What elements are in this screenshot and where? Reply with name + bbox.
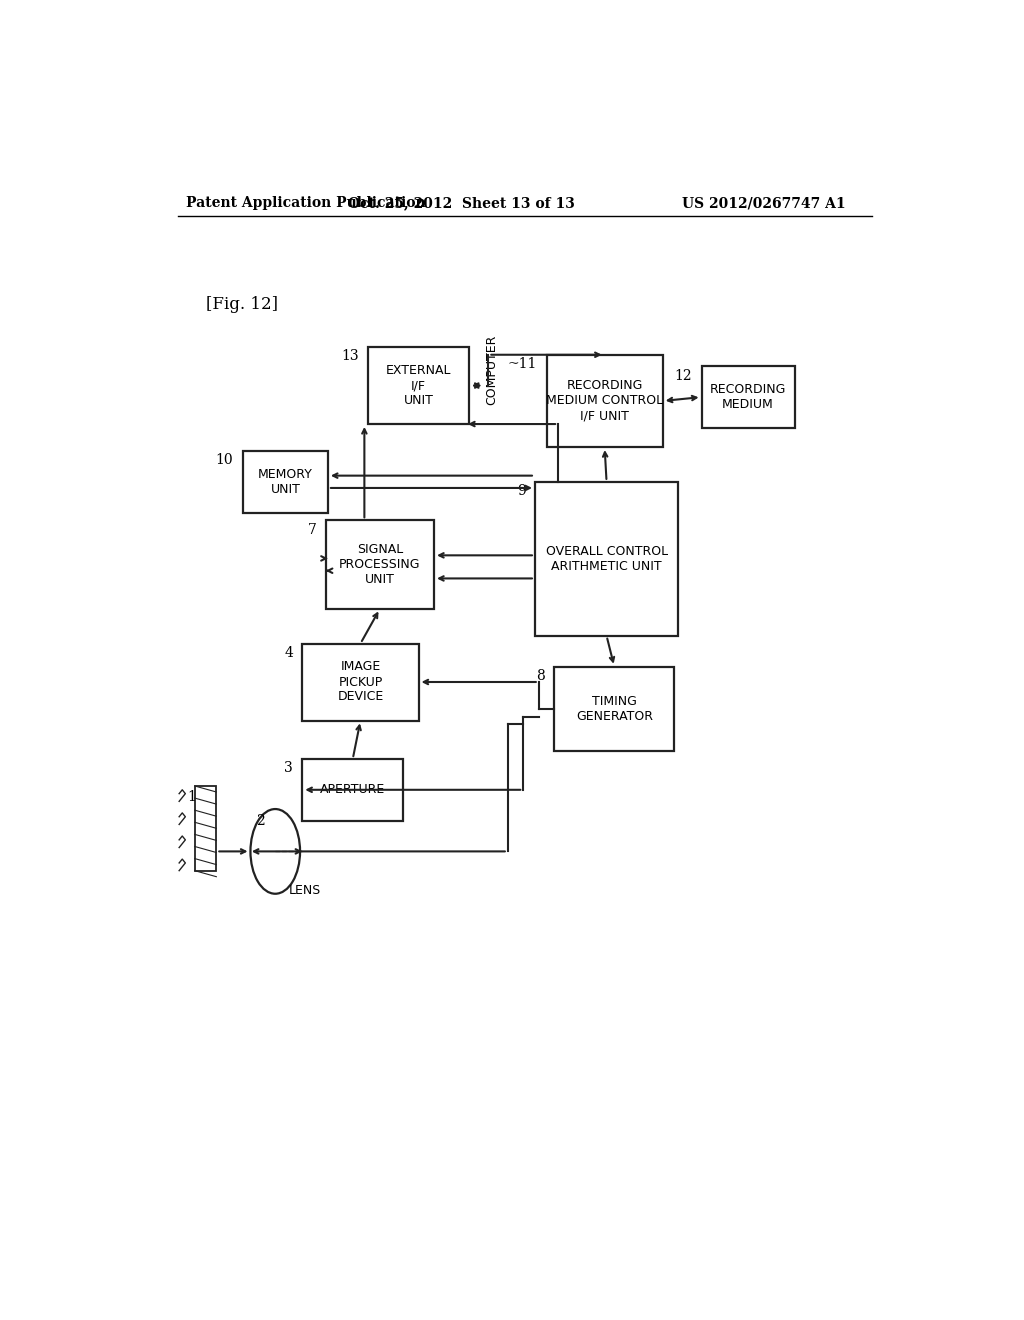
Text: 10: 10 [216,453,233,467]
Text: 7: 7 [307,523,316,537]
Bar [326,520,434,609]
Text: [Fig. 12]: [Fig. 12] [206,296,278,313]
Text: 3: 3 [285,762,293,775]
Bar [369,347,469,424]
Text: COMPUTER: COMPUTER [485,335,499,405]
Bar [701,367,795,428]
Text: TIMING
GENERATOR: TIMING GENERATOR [575,694,653,723]
Text: 12: 12 [675,368,692,383]
Text: SIGNAL
PROCESSING
UNIT: SIGNAL PROCESSING UNIT [339,543,421,586]
Text: OVERALL CONTROL
ARITHMETIC UNIT: OVERALL CONTROL ARITHMETIC UNIT [546,545,668,573]
Text: 2: 2 [256,814,264,829]
Text: IMAGE
PICKUP
DEVICE: IMAGE PICKUP DEVICE [337,660,384,704]
Text: 1: 1 [187,789,197,804]
Text: RECORDING
MEDIUM: RECORDING MEDIUM [710,383,786,411]
Bar [195,785,216,871]
Bar [547,355,663,447]
Bar [302,644,419,721]
Bar [535,482,678,636]
Bar [302,759,403,821]
Text: 13: 13 [341,350,359,363]
Text: US 2012/0267747 A1: US 2012/0267747 A1 [682,197,846,210]
Text: LENS: LENS [289,884,322,896]
Text: Patent Application Publication: Patent Application Publication [186,197,426,210]
Text: MEMORY
UNIT: MEMORY UNIT [258,467,312,496]
Text: APERTURE: APERTURE [321,783,385,796]
Text: EXTERNAL
I/F
UNIT: EXTERNAL I/F UNIT [386,364,452,407]
Bar [554,667,675,751]
Text: 4: 4 [285,645,293,660]
Text: ~11: ~11 [508,358,538,371]
Text: 9: 9 [517,484,525,498]
Ellipse shape [251,809,300,894]
Text: 8: 8 [537,669,545,682]
Text: Oct. 25, 2012  Sheet 13 of 13: Oct. 25, 2012 Sheet 13 of 13 [348,197,574,210]
Bar [243,451,328,512]
Text: RECORDING
MEDIUM CONTROL
I/F UNIT: RECORDING MEDIUM CONTROL I/F UNIT [546,379,664,422]
